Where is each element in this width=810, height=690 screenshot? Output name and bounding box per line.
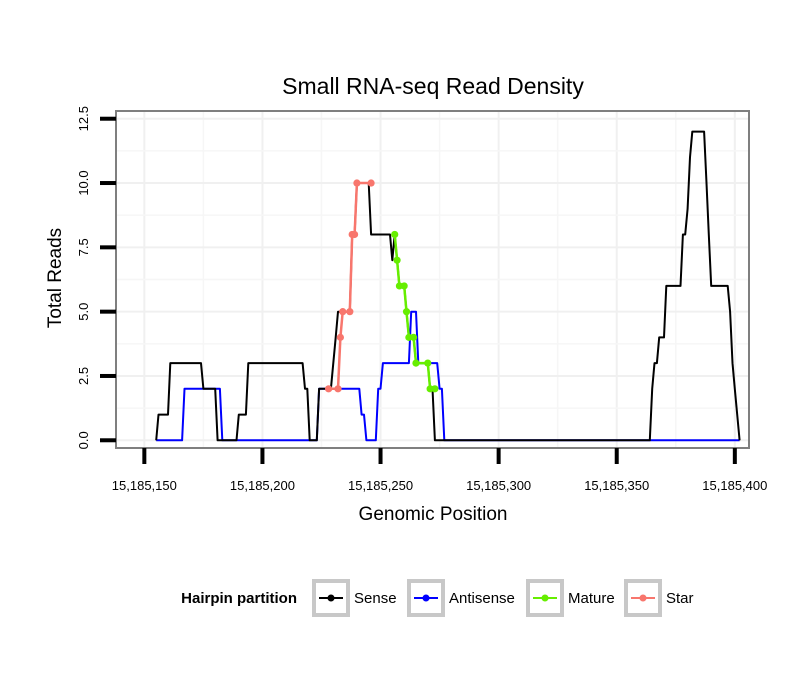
legend-title: Hairpin partition xyxy=(181,590,297,607)
mature-point xyxy=(400,282,408,290)
x-tick-label: 15,185,300 xyxy=(466,478,531,493)
star-point xyxy=(336,333,344,341)
y-axis-label: Total Reads xyxy=(45,228,66,328)
legend-label: Mature xyxy=(568,590,615,607)
legend: Hairpin partition Sense Antisense Mature St… xyxy=(181,579,694,617)
x-axis-label: Genomic Position xyxy=(359,504,508,525)
star-point xyxy=(324,385,333,393)
mature-point xyxy=(402,308,411,316)
mature-point xyxy=(431,385,439,393)
legend-key-point xyxy=(541,594,549,602)
series-antisense xyxy=(156,310,740,442)
y-tick-label: 0.0 xyxy=(76,431,91,449)
legend-label: Sense xyxy=(354,590,397,607)
antisense-line xyxy=(156,310,740,442)
star-point xyxy=(350,230,359,239)
legend-key-point xyxy=(639,594,647,602)
star-point xyxy=(367,179,375,187)
y-tick-label: 5.0 xyxy=(76,303,91,321)
mature-point xyxy=(391,230,399,239)
y-tick-label: 12.5 xyxy=(76,106,91,131)
star-point xyxy=(353,179,361,187)
mature-point xyxy=(424,359,432,367)
legend-label: Antisense xyxy=(449,590,515,607)
plot-border xyxy=(115,110,750,449)
legend-entries: Sense Antisense Mature Star xyxy=(312,579,694,617)
y-tick-label: 10.0 xyxy=(76,170,91,195)
star-point xyxy=(339,308,347,316)
mature-point xyxy=(412,359,420,367)
legend-label: Star xyxy=(666,590,694,607)
chart-title: Small RNA-seq Read Density xyxy=(282,73,584,99)
x-tick-label: 15,185,200 xyxy=(230,478,295,493)
series-layer xyxy=(155,130,741,442)
star-point xyxy=(346,308,354,316)
mature-point xyxy=(410,333,418,341)
series-star xyxy=(324,179,375,393)
y-axis: 0.0 2.5 5.0 7.5 10.0 12.5 xyxy=(76,106,116,449)
legend-item-sense: Sense xyxy=(312,579,397,617)
x-axis: 15,185,150 15,185,200 15,185,250 15,185,300… xyxy=(112,448,767,493)
legend-item-mature: Mature xyxy=(526,579,615,617)
star-point xyxy=(334,385,342,393)
legend-item-star: Star xyxy=(624,579,694,617)
x-tick-label: 15,185,350 xyxy=(584,478,649,493)
series-mature xyxy=(391,230,439,393)
y-tick-label: 2.5 xyxy=(76,367,91,385)
plot-panel xyxy=(115,110,750,449)
legend-key-point xyxy=(422,594,430,602)
x-tick-label: 15,185,400 xyxy=(702,478,767,493)
legend-item-antisense: Antisense xyxy=(407,579,515,617)
mature-point xyxy=(393,256,401,264)
x-tick-label: 15,185,150 xyxy=(112,478,177,493)
legend-key-point xyxy=(327,594,335,602)
x-tick-label: 15,185,250 xyxy=(348,478,413,493)
y-tick-label: 7.5 xyxy=(76,238,91,256)
